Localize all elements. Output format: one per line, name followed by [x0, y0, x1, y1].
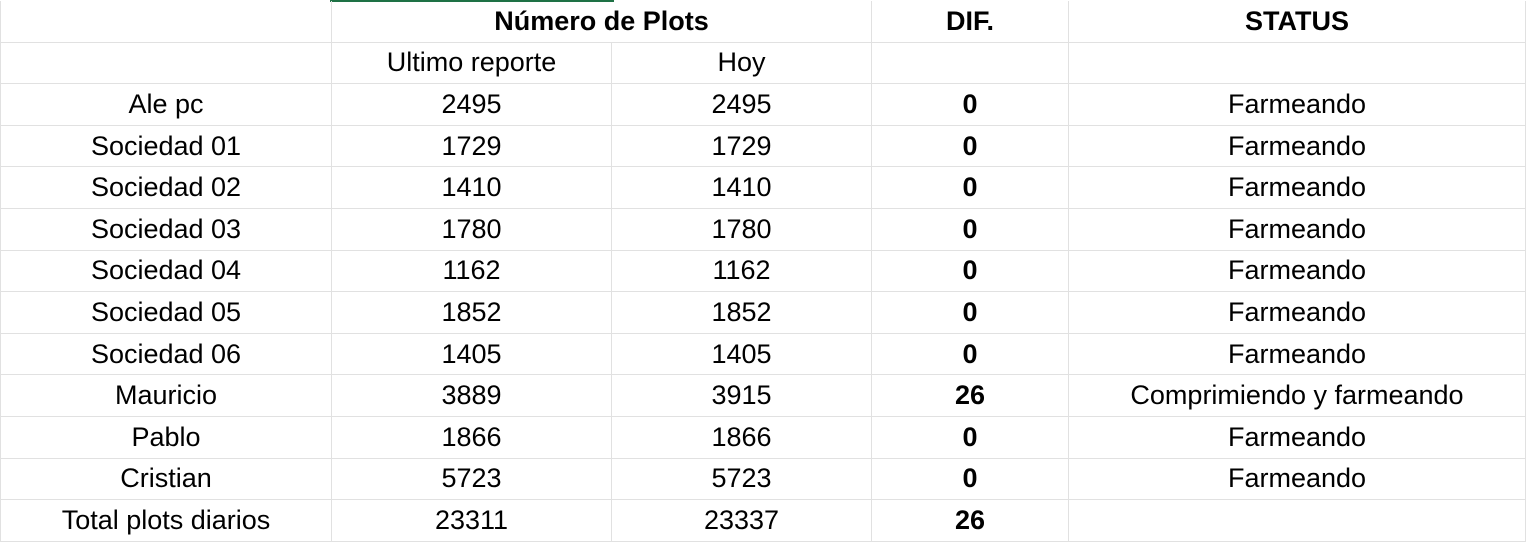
diff-cell[interactable]: 0	[871, 83, 1069, 126]
header-row-1: Número de Plots DIF. STATUS	[0, 1, 1526, 43]
status-cell[interactable]: Farmeando	[1068, 415, 1526, 459]
last-report-cell[interactable]: 1405	[331, 332, 612, 376]
table-row: Sociedad 01 1729 1729 0 Farmeando	[0, 124, 1526, 168]
empty-cell[interactable]	[0, 41, 332, 85]
today-cell[interactable]: 5723	[611, 457, 872, 501]
status-cell[interactable]: Farmeando	[1068, 332, 1526, 376]
status-cell[interactable]: Farmeando	[1068, 124, 1526, 168]
name-cell[interactable]: Mauricio	[0, 374, 332, 417]
diff-cell[interactable]: 0	[871, 124, 1069, 168]
today-cell[interactable]: 1780	[611, 207, 872, 251]
today-cell[interactable]: 1852	[611, 291, 872, 334]
status-title-cell[interactable]: STATUS	[1068, 1, 1526, 43]
table-row: Ale pc 2495 2495 0 Farmeando	[0, 83, 1526, 126]
last-report-cell[interactable]: 1162	[331, 249, 612, 293]
name-cell[interactable]: Sociedad 04	[0, 249, 332, 293]
total-row: Total plots diarios 23311 23337 26	[0, 499, 1526, 542]
diff-cell[interactable]: 0	[871, 249, 1069, 293]
diff-cell[interactable]: 0	[871, 457, 1069, 501]
empty-cell[interactable]	[871, 41, 1069, 85]
diff-cell[interactable]: 0	[871, 166, 1069, 209]
table-row: Sociedad 04 1162 1162 0 Farmeando	[0, 249, 1526, 293]
table-row: Sociedad 06 1405 1405 0 Farmeando	[0, 332, 1526, 376]
name-cell[interactable]: Cristian	[0, 457, 332, 501]
header-row-2: Ultimo reporte Hoy	[0, 41, 1526, 85]
last-report-cell[interactable]: 1729	[331, 124, 612, 168]
last-report-cell[interactable]: 23311	[331, 499, 612, 542]
plots-title-cell[interactable]: Número de Plots	[331, 1, 872, 43]
today-cell[interactable]: 23337	[611, 499, 872, 542]
last-report-cell[interactable]: 5723	[331, 457, 612, 501]
diff-cell[interactable]: 0	[871, 332, 1069, 376]
last-report-cell[interactable]: 1410	[331, 166, 612, 209]
table-row: Sociedad 03 1780 1780 0 Farmeando	[0, 207, 1526, 251]
last-report-header-cell[interactable]: Ultimo reporte	[331, 41, 612, 85]
today-header-cell[interactable]: Hoy	[611, 41, 872, 85]
diff-cell[interactable]: 0	[871, 207, 1069, 251]
status-cell[interactable]: Farmeando	[1068, 207, 1526, 251]
status-cell[interactable]	[1068, 499, 1526, 542]
today-cell[interactable]: 3915	[611, 374, 872, 417]
last-report-cell[interactable]: 1866	[331, 415, 612, 459]
table-row: Cristian 5723 5723 0 Farmeando	[0, 457, 1526, 501]
empty-cell[interactable]	[1068, 41, 1526, 85]
table-row: Mauricio 3889 3915 26 Comprimiendo y farmean…	[0, 374, 1526, 417]
name-cell[interactable]: Ale pc	[0, 83, 332, 126]
status-cell[interactable]: Farmeando	[1068, 83, 1526, 126]
diff-cell[interactable]: 26	[871, 374, 1069, 417]
today-cell[interactable]: 1410	[611, 166, 872, 209]
today-cell[interactable]: 1405	[611, 332, 872, 376]
name-cell[interactable]: Pablo	[0, 415, 332, 459]
today-cell[interactable]: 2495	[611, 83, 872, 126]
table-row: Pablo 1866 1866 0 Farmeando	[0, 415, 1526, 459]
today-cell[interactable]: 1729	[611, 124, 872, 168]
today-cell[interactable]: 1866	[611, 415, 872, 459]
status-cell[interactable]: Comprimiendo y farmeando	[1068, 374, 1526, 417]
diff-cell[interactable]: 0	[871, 291, 1069, 334]
table-row: Sociedad 05 1852 1852 0 Farmeando	[0, 291, 1526, 334]
last-report-cell[interactable]: 3889	[331, 374, 612, 417]
last-report-cell[interactable]: 1852	[331, 291, 612, 334]
name-cell[interactable]: Sociedad 03	[0, 207, 332, 251]
status-cell[interactable]: Farmeando	[1068, 166, 1526, 209]
last-report-cell[interactable]: 2495	[331, 83, 612, 126]
name-cell[interactable]: Sociedad 01	[0, 124, 332, 168]
name-cell[interactable]: Sociedad 06	[0, 332, 332, 376]
diff-cell[interactable]: 0	[871, 415, 1069, 459]
empty-cell[interactable]	[0, 1, 332, 43]
name-cell[interactable]: Sociedad 05	[0, 291, 332, 334]
name-cell[interactable]: Total plots diarios	[0, 499, 332, 542]
status-cell[interactable]: Farmeando	[1068, 457, 1526, 501]
last-report-cell[interactable]: 1780	[331, 207, 612, 251]
diff-title-cell[interactable]: DIF.	[871, 1, 1069, 43]
diff-cell[interactable]: 26	[871, 499, 1069, 542]
name-cell[interactable]: Sociedad 02	[0, 166, 332, 209]
status-cell[interactable]: Farmeando	[1068, 291, 1526, 334]
table-row: Sociedad 02 1410 1410 0 Farmeando	[0, 166, 1526, 209]
status-cell[interactable]: Farmeando	[1068, 249, 1526, 293]
today-cell[interactable]: 1162	[611, 249, 872, 293]
